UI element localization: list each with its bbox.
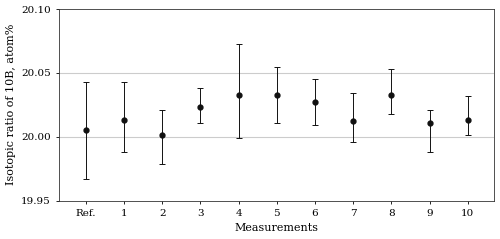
X-axis label: Measurements: Measurements xyxy=(235,223,319,234)
Y-axis label: Isotopic ratio of 10B, atom%: Isotopic ratio of 10B, atom% xyxy=(6,24,16,185)
